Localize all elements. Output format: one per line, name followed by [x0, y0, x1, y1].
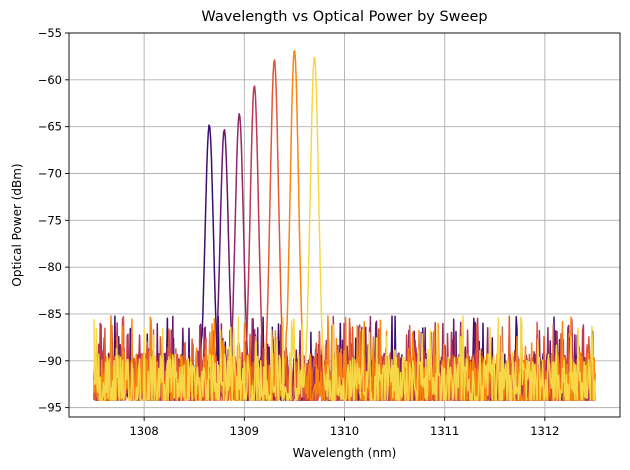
x-axis-label: Wavelength (nm) [293, 446, 397, 460]
y-tick-label: −95 [38, 401, 62, 415]
y-tick-label: −85 [38, 307, 62, 321]
series-layer [93, 50, 596, 401]
y-tick-label: −65 [38, 120, 62, 134]
y-axis-label: Optical Power (dBm) [10, 163, 24, 286]
y-tick-label: −75 [38, 213, 62, 227]
x-tick-label: 1308 [129, 424, 158, 438]
x-tick-label: 1309 [230, 424, 259, 438]
x-tick-label: 1310 [330, 424, 359, 438]
x-tick-label: 1312 [530, 424, 559, 438]
ticks: 1308 1309 1310 1311 1312 −95 −90 −85 −80 −75 −70 −6… [38, 26, 560, 438]
chart-title: Wavelength vs Optical Power by Sweep [201, 9, 487, 25]
x-tick-label: 1311 [430, 424, 459, 438]
y-tick-label: −55 [38, 26, 62, 40]
y-tick-label: −80 [38, 260, 62, 274]
y-tick-label: −70 [38, 166, 62, 180]
y-tick-label: −60 [38, 73, 62, 87]
y-tick-label: −90 [38, 354, 62, 368]
series-line [93, 56, 596, 401]
